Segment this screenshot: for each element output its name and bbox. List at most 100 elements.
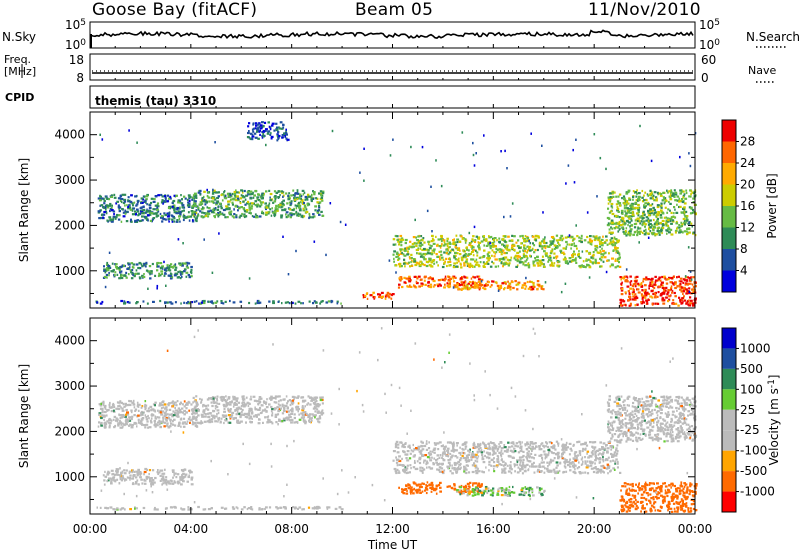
heatmap-cell bbox=[180, 401, 182, 404]
heatmap-cell bbox=[279, 506, 282, 509]
nave-label: Nave bbox=[748, 64, 777, 77]
heatmap-cell bbox=[183, 409, 186, 413]
heatmap-cell bbox=[188, 196, 191, 199]
heatmap-cell bbox=[229, 401, 231, 404]
heatmap-cell bbox=[409, 285, 413, 288]
heatmap-cell bbox=[379, 293, 382, 296]
heatmap-cell bbox=[679, 277, 683, 280]
heatmap-cell bbox=[681, 200, 685, 204]
heatmap-cell bbox=[140, 406, 143, 409]
heatmap-cell bbox=[677, 275, 680, 278]
heatmap-cell bbox=[321, 214, 325, 217]
heatmap-cell bbox=[112, 418, 115, 421]
heatmap-cell bbox=[277, 410, 280, 413]
heatmap-cell bbox=[584, 266, 587, 269]
heatmap-cell bbox=[665, 278, 668, 281]
heatmap-cell bbox=[201, 196, 204, 200]
heatmap-cell bbox=[502, 249, 505, 252]
heatmap-cell bbox=[224, 400, 228, 403]
heatmap-cell bbox=[317, 201, 321, 205]
heatmap-cell bbox=[151, 413, 154, 416]
heatmap-cell bbox=[303, 416, 305, 419]
heatmap-cell bbox=[670, 211, 673, 214]
heatmap-cell bbox=[637, 214, 640, 217]
heatmap-cell bbox=[143, 262, 146, 265]
heatmap-cell bbox=[636, 206, 640, 209]
heatmap-cell bbox=[268, 125, 271, 128]
heatmap-cell bbox=[508, 282, 511, 285]
heatmap-cell bbox=[117, 218, 121, 221]
heatmap-cell bbox=[149, 405, 153, 408]
heatmap-cell bbox=[431, 234, 434, 237]
heatmap-cell bbox=[668, 231, 671, 234]
heatmap-cell bbox=[614, 238, 618, 241]
heatmap-cell bbox=[413, 260, 417, 263]
heatmap-cell bbox=[103, 479, 106, 482]
heatmap-cell bbox=[641, 217, 644, 220]
heatmap-cell bbox=[116, 507, 119, 510]
heatmap-cell bbox=[127, 205, 129, 208]
heatmap-cell bbox=[567, 164, 570, 167]
heatmap-cell bbox=[315, 405, 319, 408]
heatmap-cell bbox=[632, 233, 635, 236]
heatmap-cell bbox=[227, 200, 230, 203]
heatmap-cell bbox=[118, 277, 121, 280]
heatmap-cell bbox=[437, 279, 441, 282]
heatmap-cell bbox=[241, 395, 245, 398]
heatmap-cell bbox=[543, 244, 546, 248]
heatmap-cell bbox=[225, 405, 227, 408]
heatmap-cell bbox=[463, 254, 467, 257]
heatmap-cell bbox=[278, 395, 281, 398]
heatmap-cell bbox=[616, 209, 619, 212]
heatmap-cell bbox=[176, 415, 179, 418]
heatmap-cell bbox=[312, 407, 315, 410]
heatmap-cell bbox=[252, 415, 256, 418]
heatmap-cell bbox=[103, 422, 106, 425]
heatmap-cell bbox=[160, 216, 162, 219]
heatmap-cell bbox=[253, 215, 255, 218]
heatmap-cell bbox=[691, 302, 695, 305]
heatmap-cell bbox=[193, 192, 197, 195]
heatmap-cell bbox=[647, 221, 650, 224]
heatmap-cell bbox=[609, 192, 612, 195]
heatmap-cell bbox=[245, 421, 247, 424]
heatmap-cell bbox=[186, 198, 189, 201]
heatmap-cell bbox=[194, 213, 196, 216]
heatmap-cell bbox=[144, 482, 147, 485]
heatmap-cell bbox=[231, 203, 234, 206]
heatmap-cell bbox=[126, 210, 129, 214]
heatmap-cell bbox=[103, 483, 106, 486]
heatmap-cell bbox=[294, 194, 296, 197]
heatmap-cell bbox=[181, 204, 185, 207]
heatmap-cell bbox=[108, 271, 110, 274]
heatmap-cell bbox=[632, 283, 635, 286]
heatmap-cell bbox=[275, 407, 277, 410]
heatmap-cell bbox=[112, 210, 116, 213]
heatmap-cell bbox=[127, 207, 130, 210]
heatmap-cell bbox=[564, 282, 567, 285]
heatmap-cell bbox=[179, 199, 181, 202]
heatmap-cell bbox=[234, 205, 238, 208]
heatmap-cell bbox=[650, 278, 653, 281]
heatmap-cell bbox=[156, 416, 159, 419]
heatmap-cell bbox=[519, 257, 522, 260]
heatmap-cell bbox=[568, 234, 571, 237]
heatmap-cell bbox=[273, 190, 277, 193]
beam-title: Beam 05 bbox=[355, 0, 434, 20]
heatmap-cell bbox=[635, 218, 638, 221]
heatmap-cell bbox=[478, 248, 481, 251]
heatmap-cell bbox=[100, 421, 103, 425]
heatmap-cell bbox=[318, 213, 321, 216]
heatmap-cell bbox=[449, 280, 452, 283]
heatmap-cell bbox=[143, 424, 147, 427]
heatmap-cell bbox=[122, 422, 124, 425]
heatmap-cell bbox=[195, 409, 198, 412]
heatmap-cell bbox=[524, 260, 527, 263]
heatmap-cell bbox=[291, 403, 294, 406]
heatmap-cell bbox=[564, 236, 568, 239]
heatmap-cell bbox=[498, 237, 501, 240]
heatmap-cell bbox=[236, 205, 239, 208]
heatmap-cell bbox=[480, 283, 484, 287]
heatmap-cell bbox=[187, 273, 190, 277]
heatmap-cell bbox=[270, 405, 273, 409]
